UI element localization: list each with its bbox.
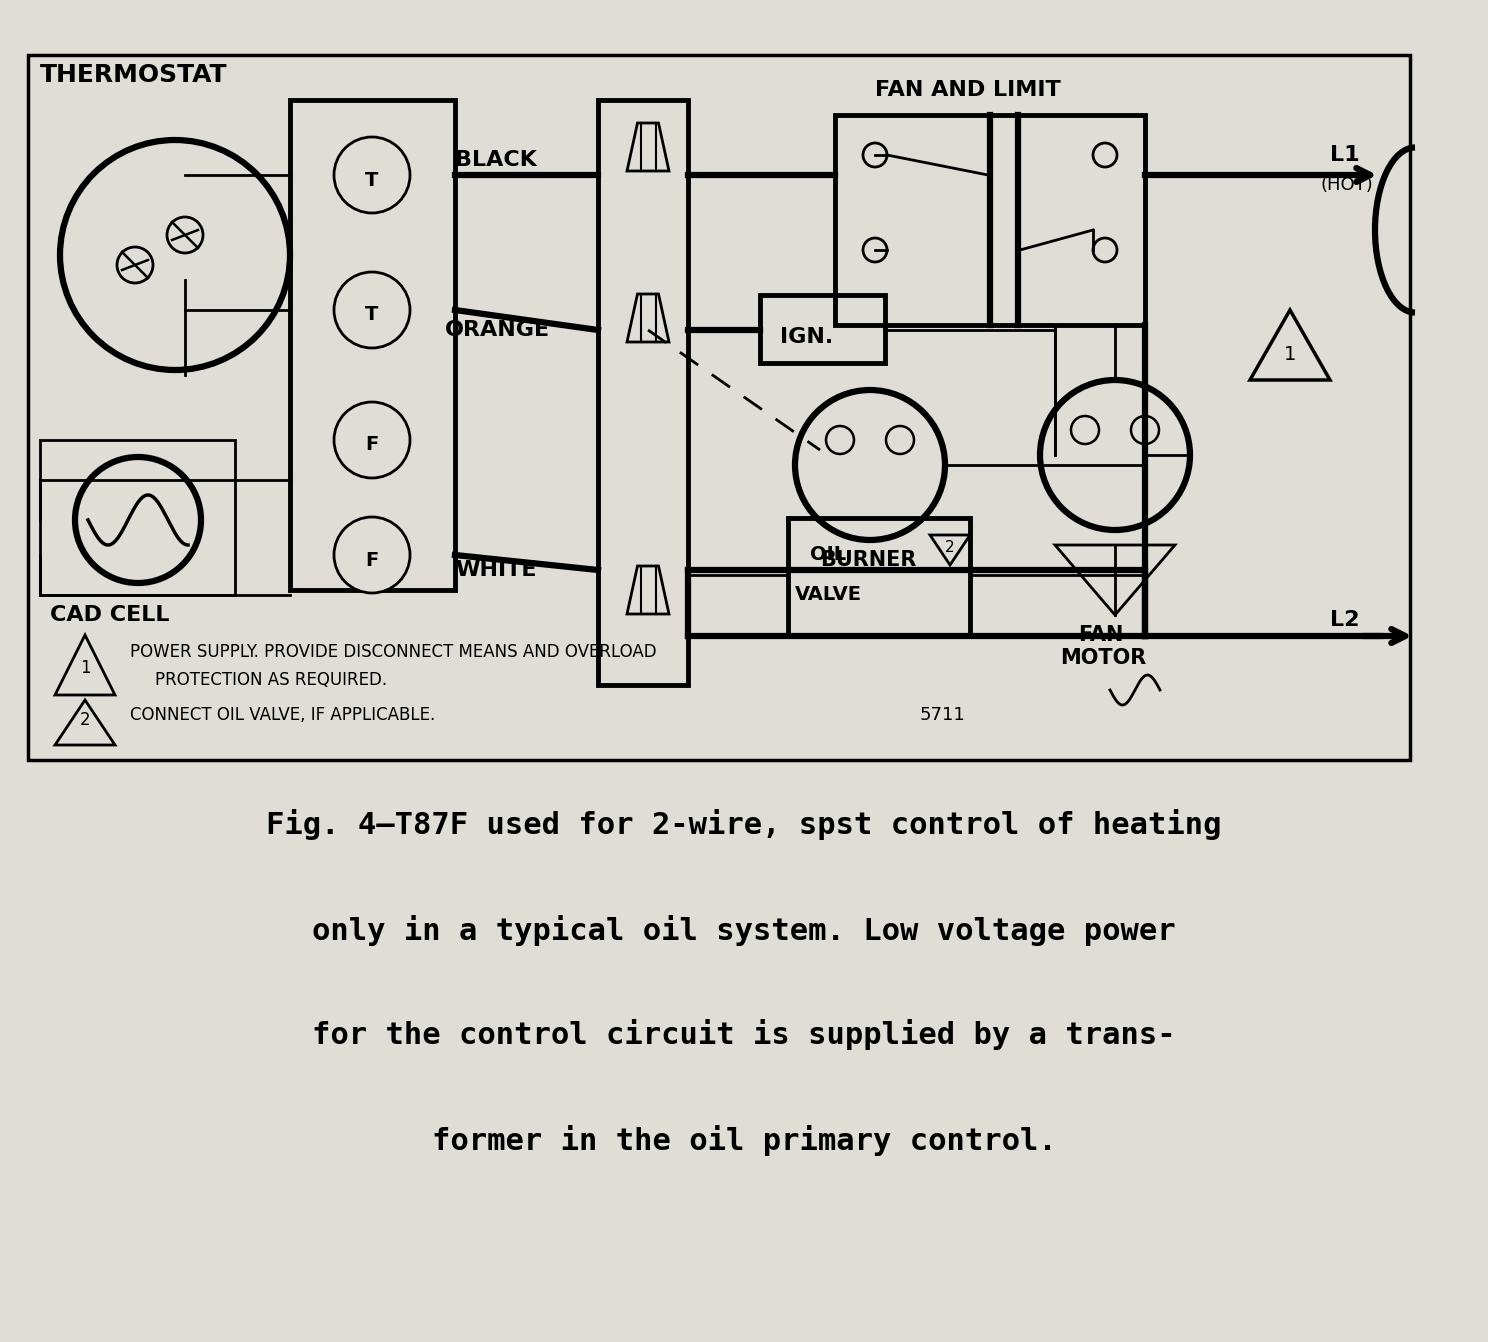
Text: MOTOR: MOTOR — [1059, 648, 1146, 668]
Text: L2: L2 — [1330, 611, 1360, 629]
Text: 1: 1 — [1284, 345, 1296, 365]
Text: former in the oil primary control.: former in the oil primary control. — [432, 1125, 1056, 1155]
Text: CONNECT OIL VALVE, IF APPLICABLE.: CONNECT OIL VALVE, IF APPLICABLE. — [129, 706, 436, 723]
Text: PROTECTION AS REQUIRED.: PROTECTION AS REQUIRED. — [155, 671, 387, 688]
Text: THERMOSTAT: THERMOSTAT — [40, 63, 228, 87]
Circle shape — [167, 217, 202, 254]
Text: only in a typical oil system. Low voltage power: only in a typical oil system. Low voltag… — [312, 914, 1176, 946]
Circle shape — [1094, 144, 1117, 166]
Circle shape — [863, 144, 887, 166]
Circle shape — [333, 137, 411, 213]
Text: L1: L1 — [1330, 145, 1360, 165]
Circle shape — [795, 391, 945, 539]
Circle shape — [333, 403, 411, 478]
Bar — [835, 115, 1144, 325]
Text: POWER SUPPLY. PROVIDE DISCONNECT MEANS AND OVERLOAD: POWER SUPPLY. PROVIDE DISCONNECT MEANS A… — [129, 643, 656, 662]
Text: F: F — [366, 550, 378, 569]
Text: 5711: 5711 — [920, 706, 966, 723]
Text: for the control circuit is supplied by a trans-: for the control circuit is supplied by a… — [312, 1020, 1176, 1051]
Text: F: F — [366, 436, 378, 455]
Text: FAN: FAN — [1077, 625, 1123, 646]
Circle shape — [333, 517, 411, 593]
Polygon shape — [626, 294, 670, 342]
Circle shape — [863, 238, 887, 262]
Text: T: T — [366, 306, 378, 325]
Text: 1: 1 — [80, 659, 91, 676]
Bar — [598, 101, 687, 684]
Bar — [760, 295, 885, 362]
Text: BLACK: BLACK — [455, 150, 537, 170]
Text: Fig. 4–T87F used for 2-wire, spst control of heating: Fig. 4–T87F used for 2-wire, spst contro… — [266, 809, 1222, 840]
Circle shape — [826, 425, 854, 454]
Circle shape — [333, 272, 411, 348]
Circle shape — [74, 458, 201, 582]
Bar — [290, 101, 455, 590]
Text: 2: 2 — [945, 539, 955, 554]
Bar — [28, 55, 1411, 760]
Circle shape — [1040, 380, 1190, 530]
Polygon shape — [626, 123, 670, 170]
Circle shape — [118, 247, 153, 283]
Text: 2: 2 — [80, 711, 91, 729]
Text: FAN AND LIMIT: FAN AND LIMIT — [875, 81, 1061, 101]
Text: WHITE: WHITE — [455, 560, 537, 580]
Circle shape — [1131, 416, 1159, 444]
Circle shape — [1094, 238, 1117, 262]
Circle shape — [1071, 416, 1100, 444]
Text: ORANGE: ORANGE — [445, 319, 551, 340]
Polygon shape — [626, 566, 670, 615]
Circle shape — [885, 425, 914, 454]
Text: OIL: OIL — [809, 545, 847, 565]
Text: (HOT): (HOT) — [1320, 176, 1373, 195]
Text: CAD CELL: CAD CELL — [51, 605, 170, 625]
Text: VALVE: VALVE — [795, 585, 862, 604]
Text: BURNER: BURNER — [820, 550, 917, 570]
Text: T: T — [366, 170, 378, 189]
Bar — [789, 518, 970, 636]
Bar — [40, 440, 235, 595]
Text: IGN.: IGN. — [780, 327, 833, 348]
